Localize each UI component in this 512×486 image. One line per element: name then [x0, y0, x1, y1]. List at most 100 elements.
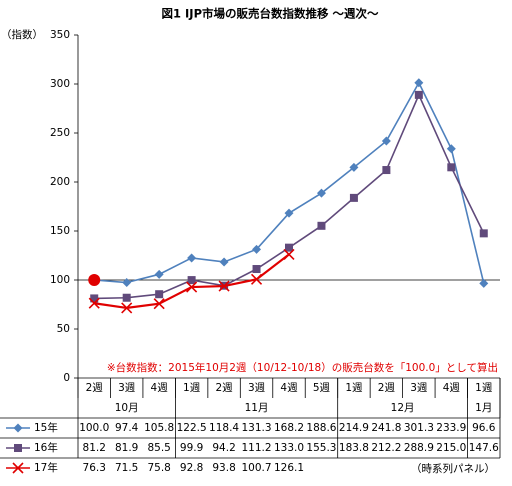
legend-marker [14, 444, 22, 452]
table-value: 93.8 [212, 462, 235, 474]
point [219, 257, 229, 267]
point [186, 281, 198, 293]
point [121, 302, 133, 314]
point [349, 162, 359, 172]
series-line [94, 92, 485, 300]
point [155, 290, 164, 299]
table-value: 215.0 [436, 442, 466, 454]
month-label: 1月 [475, 402, 492, 414]
point [153, 298, 165, 310]
point [349, 193, 358, 202]
x-tick-label: 1週 [183, 382, 201, 394]
x-tick-label: 3週 [118, 382, 136, 394]
x-tick-label: 4週 [280, 382, 298, 394]
point [90, 294, 99, 303]
month-label: 11月 [245, 402, 269, 414]
point [446, 144, 456, 154]
table-value: 92.8 [180, 462, 203, 474]
x-tick-label: 1週 [475, 382, 493, 394]
table-value: 71.5 [115, 462, 138, 474]
point [250, 273, 263, 285]
x-tick-label: 4週 [151, 382, 169, 394]
y-tick-label: 200 [50, 176, 70, 188]
table-value: 111.2 [242, 442, 272, 454]
table-value: 241.8 [371, 422, 401, 434]
y-tick-label: 350 [50, 29, 70, 41]
x-tick-label: 3週 [248, 382, 266, 394]
point [381, 136, 391, 146]
table-value: 212.2 [371, 442, 401, 454]
series-line [94, 81, 485, 284]
table-value: 81.2 [83, 442, 106, 454]
point [479, 278, 489, 288]
x-tick-label: 2週 [215, 382, 233, 394]
table-value: 168.2 [274, 422, 304, 434]
y-tick-label: 250 [50, 127, 70, 139]
point [88, 297, 100, 309]
table-value: 131.3 [242, 422, 272, 434]
month-label: 10月 [115, 402, 139, 414]
legend-label: 15年 [34, 421, 58, 434]
point [154, 269, 164, 279]
y-tick-label: 150 [50, 225, 70, 237]
table-value: 118.4 [209, 422, 239, 434]
highlight-point [88, 274, 101, 286]
table-value: 126.1 [274, 462, 304, 474]
point [414, 78, 424, 88]
table-value: 94.2 [212, 442, 235, 454]
point [187, 253, 197, 263]
table-value: 99.9 [180, 442, 203, 454]
footnote: （時系列パネル） [411, 462, 495, 475]
point [316, 188, 326, 198]
legend-marker [12, 462, 24, 474]
table-value: 105.8 [144, 422, 174, 434]
table-value: 183.8 [339, 442, 369, 454]
table-value: 96.6 [472, 422, 496, 434]
x-tick-label: 2週 [86, 382, 104, 394]
table-value: 147.6 [469, 442, 499, 454]
y-tick-label: 300 [50, 78, 70, 90]
point [285, 243, 293, 252]
point [122, 293, 131, 302]
point [317, 221, 326, 230]
table-value: 155.3 [306, 442, 336, 454]
table-value: 85.5 [147, 442, 170, 454]
table-value: 233.9 [436, 422, 466, 434]
x-tick-label: 2週 [378, 382, 396, 394]
point [283, 248, 295, 260]
y-axis-label: （指数） [1, 28, 43, 41]
chart-title: 図1 IJP市場の販売台数指数推移 ～週次～ [162, 7, 379, 21]
table-value: 76.3 [83, 462, 106, 474]
y-tick-label: 50 [57, 323, 70, 335]
table-value: 214.9 [339, 422, 369, 434]
month-label: 12月 [391, 402, 415, 414]
point [284, 208, 294, 218]
point [187, 276, 196, 285]
point [382, 166, 391, 175]
x-tick-label: 1週 [345, 382, 363, 394]
x-tick-label: 4週 [443, 382, 461, 394]
y-tick-label: 100 [50, 274, 70, 286]
point [218, 280, 230, 292]
point [252, 244, 262, 254]
annotation: ※台数指数：2015年10月2週（10/12-10/18）の販売台数を「100.… [107, 361, 498, 374]
y-tick-label: 0 [63, 372, 70, 384]
table-value: 100.0 [79, 422, 109, 434]
table-value: 133.0 [274, 442, 304, 454]
table-value: 75.8 [147, 462, 170, 474]
point [252, 265, 261, 274]
table-value: 301.3 [404, 422, 434, 434]
table-value: 97.4 [115, 422, 139, 434]
legend-label: 17年 [34, 461, 58, 474]
table-value: 81.9 [115, 442, 138, 454]
table-value: 122.5 [177, 422, 207, 434]
point [122, 278, 132, 288]
x-tick-label: 3週 [410, 382, 428, 394]
legend-label: 16年 [34, 441, 58, 454]
point [447, 163, 456, 172]
table-value: 100.7 [242, 462, 272, 474]
table-value: 288.9 [404, 442, 434, 454]
point [479, 229, 488, 238]
legend-marker [13, 423, 23, 433]
